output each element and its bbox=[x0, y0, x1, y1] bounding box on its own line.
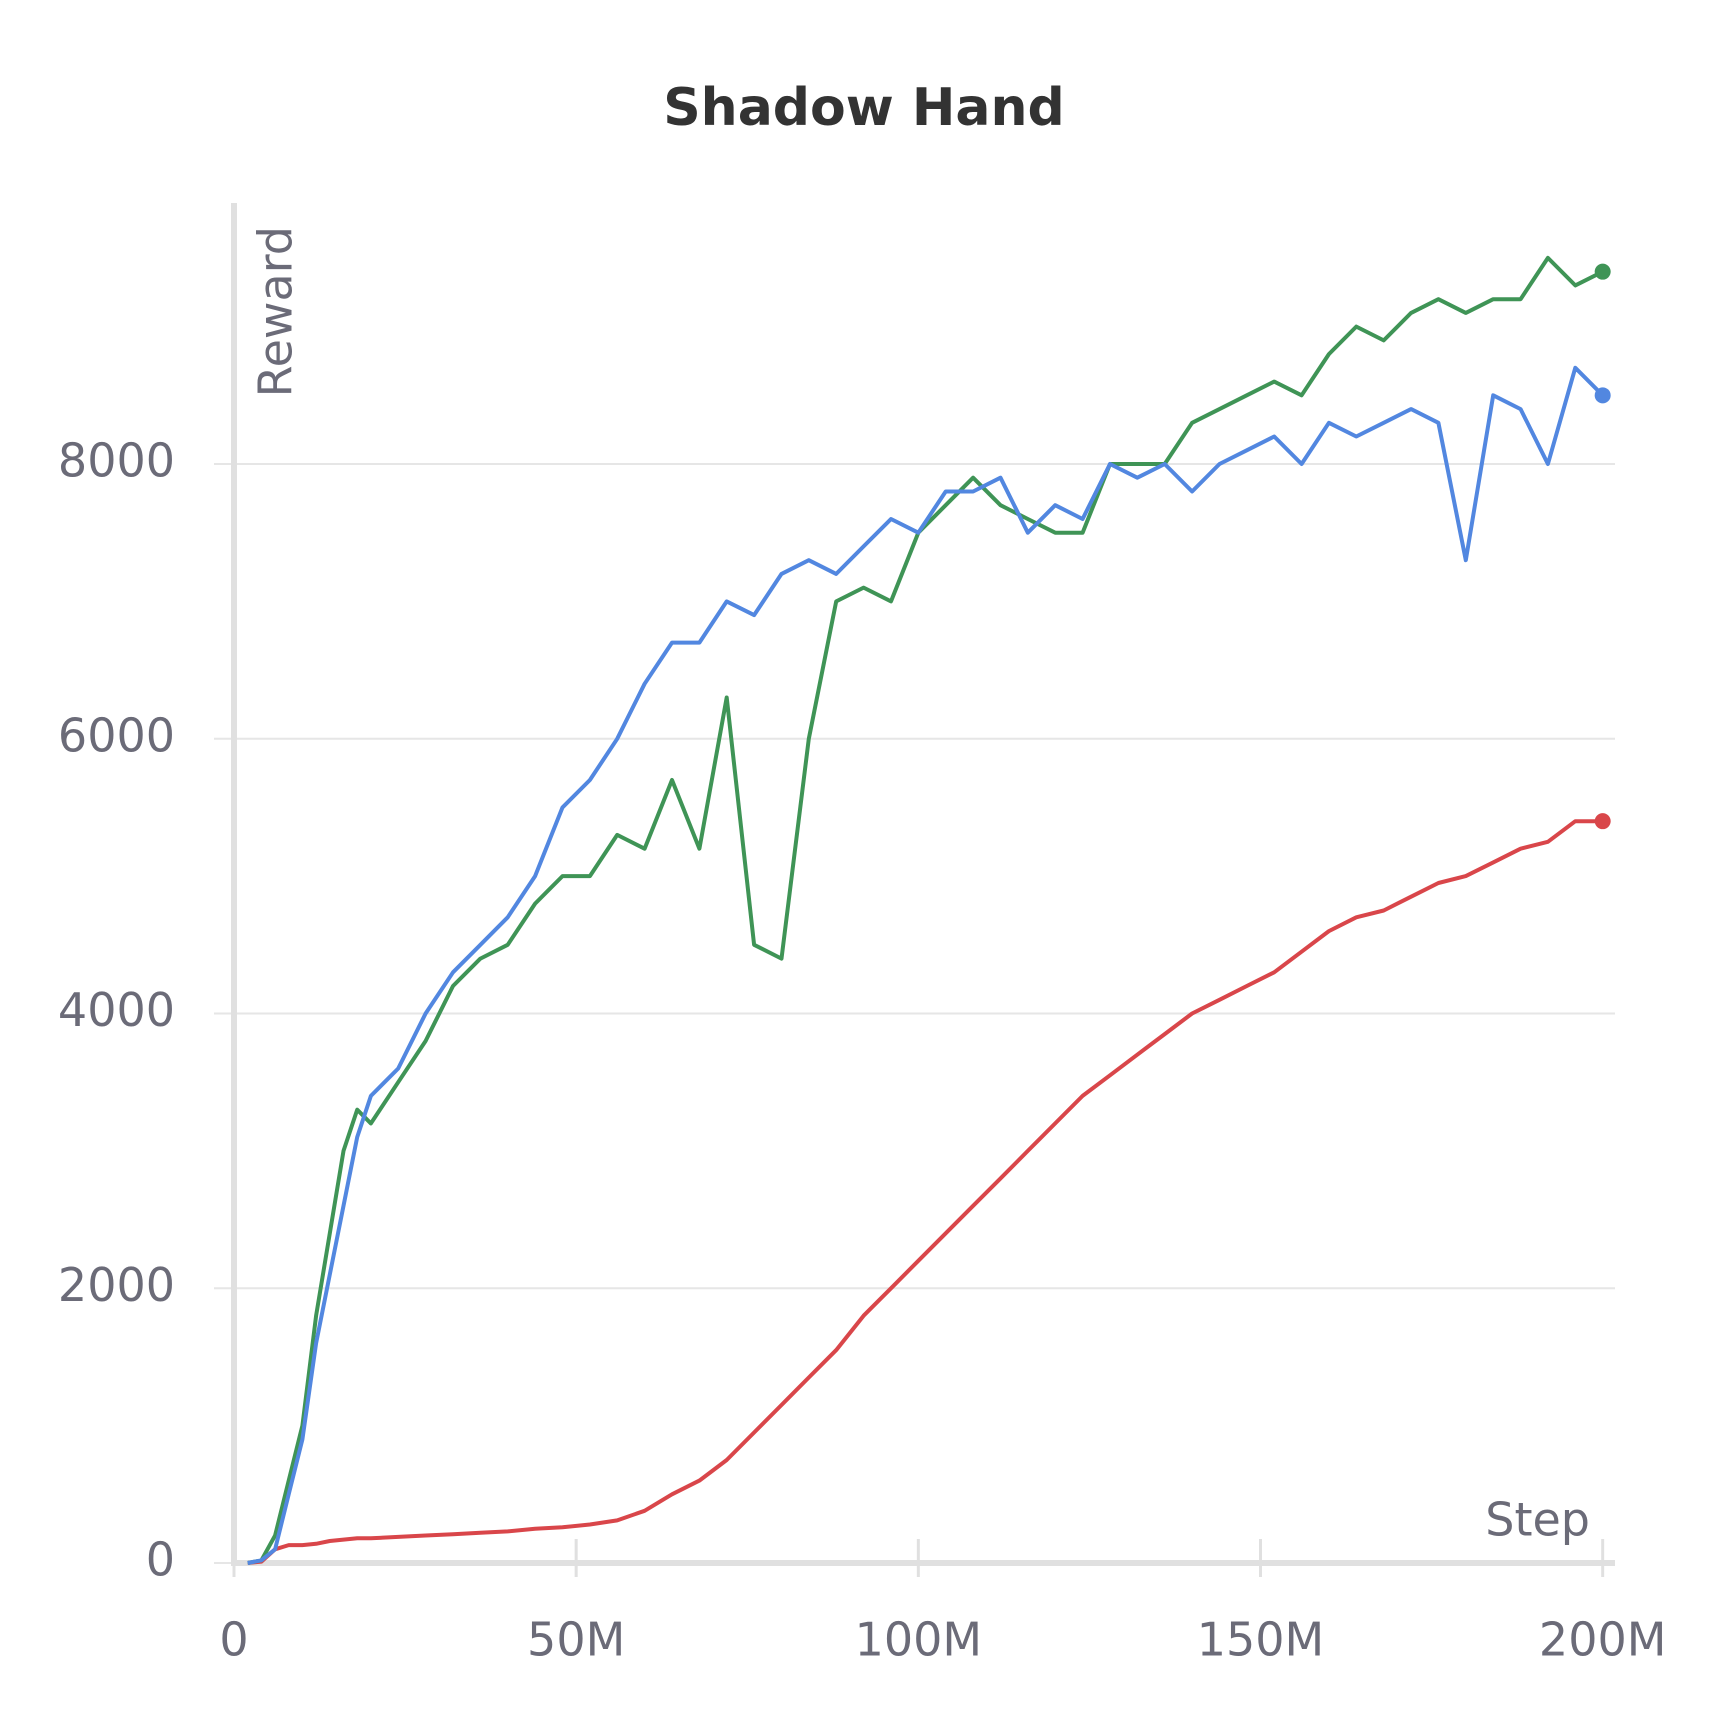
y-axis-title: Reward bbox=[249, 226, 303, 397]
series-line bbox=[247, 819, 1603, 1565]
y-tick-label: 2000 bbox=[58, 1258, 175, 1312]
y-tick-label: 6000 bbox=[58, 708, 175, 762]
series-line bbox=[247, 255, 1604, 1565]
x-tick-label: 50M bbox=[527, 1613, 625, 1667]
x-tick-label: 150M bbox=[1197, 1613, 1325, 1667]
end-dot bbox=[1594, 813, 1611, 830]
y-tick-label: 4000 bbox=[58, 983, 175, 1037]
x-tick-label: 100M bbox=[855, 1613, 983, 1667]
series-line bbox=[247, 365, 1605, 1565]
x-tick-label: 0 bbox=[219, 1613, 248, 1667]
y-tick-label: 8000 bbox=[58, 434, 175, 488]
end-dot bbox=[1594, 387, 1611, 404]
y-tick-label: 0 bbox=[146, 1533, 175, 1587]
x-axis-title: Step bbox=[1485, 1493, 1590, 1547]
chart-title: Shadow Hand bbox=[663, 78, 1065, 138]
end-dot bbox=[1594, 263, 1611, 280]
x-tick-label: 200M bbox=[1539, 1613, 1667, 1667]
